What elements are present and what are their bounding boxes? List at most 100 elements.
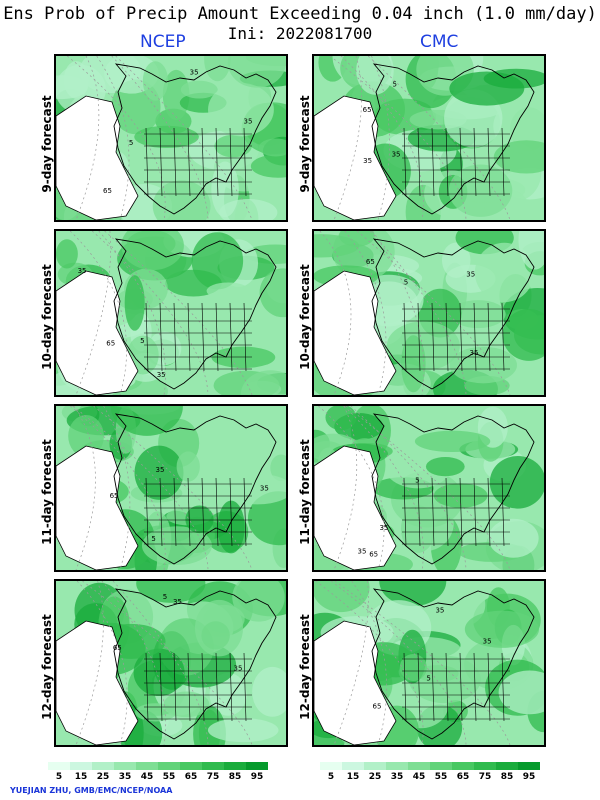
map-panel-ncep-11day: 35 65 5 35 — [54, 404, 288, 572]
contour-label: 5 — [151, 535, 155, 543]
contour-label: 35 — [157, 371, 166, 379]
contour-label: 35 — [435, 606, 444, 614]
colorbar-swatch — [452, 762, 474, 770]
contour-label: 65 — [103, 187, 112, 195]
colorbar-swatch — [430, 762, 452, 770]
contour-label: 65 — [369, 550, 378, 558]
colorbar-tick-label: 75 — [478, 772, 492, 782]
colorbar-swatch — [224, 762, 246, 770]
contour-label: 35 — [466, 270, 475, 278]
colorbar-tick-label: 35 — [390, 772, 404, 782]
contour-label: 65 — [110, 492, 119, 500]
contour-label: 5 — [404, 279, 408, 287]
contour-label: 35 — [260, 485, 269, 493]
colorbar-swatch — [180, 762, 202, 770]
row-label-11-day: 11-day forecast — [40, 439, 54, 545]
contour-label: 35 — [379, 524, 388, 532]
contour-label: 65 — [366, 258, 375, 266]
colorbar-swatch — [202, 762, 224, 770]
precip-probability-map: 35 65 5 35 — [56, 56, 286, 220]
colorbar-tick-label: 55 — [434, 772, 448, 782]
colorbar-tick-label: 65 — [184, 772, 198, 782]
colorbar-swatch — [320, 762, 342, 770]
column-header-cmc: CMC — [420, 32, 459, 52]
credit-text: YUEJIAN ZHU, GMB/EMC/NCEP/NOAA — [10, 786, 173, 795]
contour-label: 65 — [113, 644, 122, 652]
colorbar-tick-label: 25 — [96, 772, 110, 782]
map-panel-cmc-10day: 35 65 5 35 — [312, 229, 546, 397]
contour-label: 65 — [372, 703, 381, 711]
contour-label: 35 — [233, 665, 242, 673]
precip-probability-map: 35 65 5 35 — [314, 581, 544, 745]
precip-probability-map: 35 65 5 35 — [56, 406, 286, 570]
colorbar-tick-label: 45 — [140, 772, 154, 782]
colorbar-swatch — [496, 762, 518, 770]
colorbar-swatch — [246, 762, 268, 770]
colorbar-tick-label: 15 — [346, 772, 360, 782]
contour-label: 5 — [140, 337, 144, 345]
map-panel-cmc-11day: 35 65 5 35 — [312, 404, 546, 572]
chart-title: Ens Prob of Precip Amount Exceeding 0.04… — [3, 4, 597, 24]
colorbar-swatch — [518, 762, 540, 770]
contour-label: 35 — [244, 118, 253, 126]
contour-label: 35 — [392, 150, 401, 158]
colorbar-swatch — [474, 762, 496, 770]
colorbar-tick-label: 25 — [368, 772, 382, 782]
precip-probability-map: 35 65 5 35 — [314, 231, 544, 395]
colorbar-tick-label: 45 — [412, 772, 426, 782]
colorbar-swatch — [136, 762, 158, 770]
map-panel-ncep-10day: 35 65 5 35 — [54, 229, 288, 397]
contour-label: 5 — [415, 477, 419, 485]
colorbar-tick-label: 15 — [74, 772, 88, 782]
colorbar-cmc — [320, 762, 540, 770]
colorbar-tick-label: 5 — [327, 772, 335, 782]
contour-label: 5 — [129, 139, 133, 147]
precip-probability-map: 35 65 5 35 — [56, 581, 286, 745]
row-label-12-day: 12-day forecast — [40, 614, 54, 720]
contour-label: 35 — [190, 69, 199, 77]
colorbar-swatch — [364, 762, 386, 770]
map-panel-ncep-12day: 35 65 5 35 — [54, 579, 288, 747]
colorbar-tick-label: 95 — [250, 772, 264, 782]
colorbar-swatch — [92, 762, 114, 770]
colorbar-tick-label: 5 — [55, 772, 63, 782]
colorbar-tick-label: 75 — [206, 772, 220, 782]
colorbar-tick-label: 95 — [522, 772, 536, 782]
contour-label: 35 — [358, 548, 367, 556]
contour-label: 35 — [363, 157, 372, 165]
colorbar-tick-label: 65 — [456, 772, 470, 782]
colorbar-tick-label: 85 — [228, 772, 242, 782]
contour-label: 65 — [106, 339, 115, 347]
precip-probability-map: 35 65 5 35 — [56, 231, 286, 395]
colorbar-ncep — [48, 762, 268, 770]
colorbar-swatch — [408, 762, 430, 770]
map-panel-cmc-9day: 35 65 5 35 — [312, 54, 546, 222]
row-label-10-day: 10-day forecast — [40, 264, 54, 370]
init-time: Ini: 2022081700 — [227, 24, 373, 43]
contour-label: 5 — [163, 593, 167, 601]
colorbar-swatch — [386, 762, 408, 770]
colorbar-tick-label: 35 — [118, 772, 132, 782]
colorbar-tick-label: 55 — [162, 772, 176, 782]
colorbar-swatch — [114, 762, 136, 770]
contour-label: 35 — [173, 598, 182, 606]
contour-label: 5 — [426, 674, 430, 682]
row-label-12-day-cmc: 12-day forecast — [298, 614, 312, 720]
colorbar-swatch — [48, 762, 70, 770]
contour-label: 35 — [470, 349, 479, 357]
column-header-ncep: NCEP — [140, 32, 186, 52]
contour-label: 35 — [78, 267, 87, 275]
map-panel-ncep-9day: 35 65 5 35 — [54, 54, 288, 222]
contour-label: 35 — [483, 637, 492, 645]
contour-label: 35 — [156, 466, 165, 474]
row-label-9-day-cmc: 9-day forecast — [298, 95, 312, 193]
map-panel-cmc-12day: 35 65 5 35 — [312, 579, 546, 747]
colorbar-swatch — [70, 762, 92, 770]
colorbar-tick-label: 85 — [500, 772, 514, 782]
contour-label: 5 — [392, 81, 396, 89]
row-label-11-day-cmc: 11-day forecast — [298, 439, 312, 545]
colorbar-swatch — [158, 762, 180, 770]
row-label-10-day-cmc: 10-day forecast — [298, 264, 312, 370]
